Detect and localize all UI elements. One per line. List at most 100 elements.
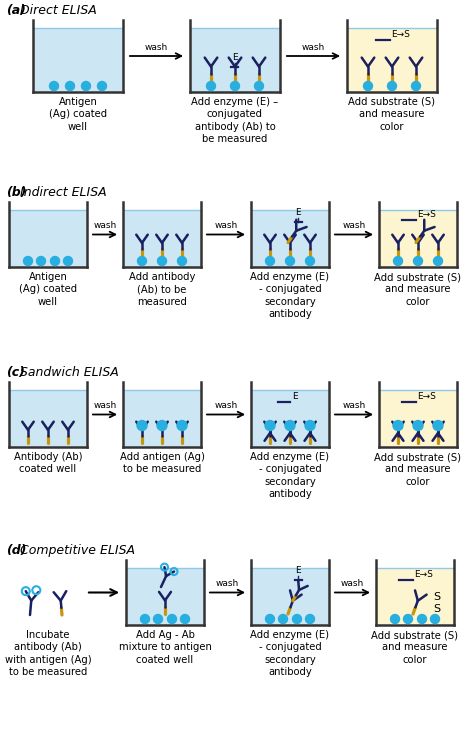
Circle shape (292, 614, 301, 623)
Text: Antibody (Ab)
coated well: Antibody (Ab) coated well (14, 452, 82, 474)
Text: wash: wash (342, 401, 365, 410)
Text: wash: wash (302, 43, 325, 52)
Text: Add enzyme (E) –
conjugated
antibody (Ab) to
be measured: Add enzyme (E) – conjugated antibody (Ab… (191, 97, 279, 144)
Text: E→S: E→S (391, 30, 410, 39)
Text: E→S: E→S (417, 392, 436, 401)
Text: Add antigen (Ag)
to be measured: Add antigen (Ag) to be measured (119, 452, 204, 474)
Circle shape (51, 256, 60, 266)
Circle shape (82, 81, 91, 90)
Bar (379, 210, 457, 267)
Bar (33, 28, 123, 92)
Bar (347, 28, 437, 92)
Circle shape (207, 81, 216, 90)
Text: E: E (292, 392, 298, 401)
Circle shape (24, 256, 33, 266)
Bar (379, 390, 457, 447)
Circle shape (177, 421, 187, 431)
Text: wash: wash (216, 580, 239, 589)
Text: wash: wash (145, 43, 168, 52)
Bar (126, 568, 204, 625)
Text: wash: wash (93, 401, 117, 410)
Text: wash: wash (214, 222, 237, 230)
Circle shape (306, 256, 315, 266)
Text: Add antibody
(Ab) to be
measured: Add antibody (Ab) to be measured (129, 272, 195, 307)
Circle shape (230, 81, 239, 90)
Bar (251, 210, 329, 267)
Bar (123, 390, 201, 447)
Circle shape (177, 256, 186, 266)
Circle shape (413, 421, 423, 431)
Text: Incubate
antibody (Ab)
with antigen (Ag)
to be measured: Incubate antibody (Ab) with antigen (Ag)… (5, 630, 91, 677)
Text: Direct ELISA: Direct ELISA (20, 4, 97, 17)
Circle shape (433, 421, 443, 431)
Text: Add substrate (S)
and measure
color: Add substrate (S) and measure color (374, 272, 462, 307)
Text: (d): (d) (6, 544, 27, 557)
Text: (c): (c) (6, 366, 25, 379)
Text: Add substrate (S)
and measure
color: Add substrate (S) and measure color (372, 630, 458, 665)
Text: E→S: E→S (414, 570, 433, 579)
Text: E→S: E→S (417, 210, 436, 219)
Circle shape (279, 614, 288, 623)
Circle shape (418, 614, 427, 623)
Bar (123, 210, 201, 267)
Bar (251, 568, 329, 625)
Circle shape (255, 81, 264, 90)
Text: S: S (433, 592, 440, 603)
Text: Antigen
(Ag) coated
well: Antigen (Ag) coated well (19, 272, 77, 307)
Circle shape (285, 421, 295, 431)
Circle shape (265, 421, 275, 431)
Text: Add enzyme (E)
- conjugated
secondary
antibody: Add enzyme (E) - conjugated secondary an… (250, 630, 329, 677)
Circle shape (49, 81, 58, 90)
Circle shape (154, 614, 163, 623)
Circle shape (65, 81, 74, 90)
Circle shape (411, 81, 420, 90)
Bar (376, 568, 454, 625)
Text: E: E (295, 208, 301, 217)
Bar (190, 28, 280, 92)
Circle shape (430, 614, 439, 623)
Circle shape (434, 256, 443, 266)
Circle shape (388, 81, 396, 90)
Circle shape (391, 614, 400, 623)
Circle shape (364, 81, 373, 90)
Text: Add substrate (S)
and measure
color: Add substrate (S) and measure color (348, 97, 436, 132)
Text: E: E (232, 53, 238, 62)
Circle shape (137, 421, 147, 431)
Text: Competitive ELISA: Competitive ELISA (20, 544, 135, 557)
Text: Add enzyme (E)
- conjugated
secondary
antibody: Add enzyme (E) - conjugated secondary an… (250, 272, 329, 319)
Circle shape (265, 614, 274, 623)
Circle shape (137, 256, 146, 266)
Text: wash: wash (214, 401, 237, 410)
Text: Add substrate (S)
and measure
color: Add substrate (S) and measure color (374, 452, 462, 487)
Circle shape (393, 256, 402, 266)
Text: Sandwich ELISA: Sandwich ELISA (20, 366, 119, 379)
Text: E: E (295, 567, 301, 575)
Text: S: S (433, 603, 440, 614)
Circle shape (285, 256, 294, 266)
Circle shape (140, 614, 149, 623)
Circle shape (98, 81, 107, 90)
Circle shape (157, 256, 166, 266)
Text: wash: wash (342, 222, 365, 230)
Bar (9, 210, 87, 267)
Bar (251, 390, 329, 447)
Circle shape (36, 256, 46, 266)
Text: wash: wash (93, 222, 117, 230)
Text: Add enzyme (E)
- conjugated
secondary
antibody: Add enzyme (E) - conjugated secondary an… (250, 452, 329, 499)
Text: Antigen
(Ag) coated
well: Antigen (Ag) coated well (49, 97, 107, 132)
Circle shape (265, 256, 274, 266)
Circle shape (64, 256, 73, 266)
Circle shape (393, 421, 403, 431)
Text: Indirect ELISA: Indirect ELISA (20, 186, 107, 199)
Bar (9, 390, 87, 447)
Circle shape (157, 421, 167, 431)
Text: Add Ag - Ab
mixture to antigen
coated well: Add Ag - Ab mixture to antigen coated we… (118, 630, 211, 665)
Text: wash: wash (341, 580, 364, 589)
Circle shape (306, 614, 315, 623)
Circle shape (167, 614, 176, 623)
Text: (a): (a) (6, 4, 26, 17)
Text: (b): (b) (6, 186, 27, 199)
Circle shape (413, 256, 422, 266)
Circle shape (403, 614, 412, 623)
Circle shape (181, 614, 190, 623)
